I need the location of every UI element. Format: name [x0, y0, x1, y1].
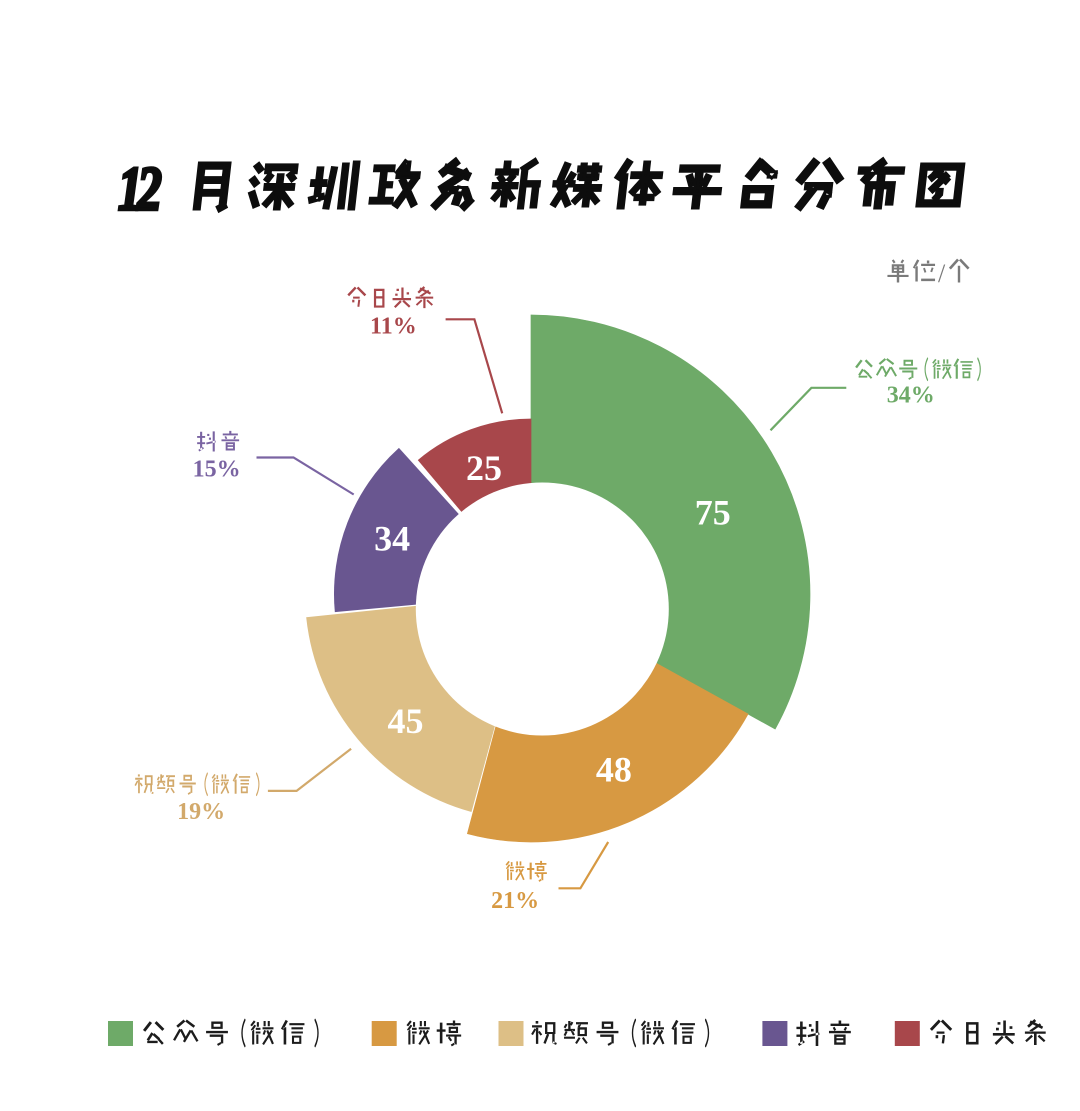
- svg-text:21%: 21%: [491, 888, 539, 914]
- svg-text:19%: 19%: [177, 799, 225, 825]
- svg-text:12: 12: [118, 155, 161, 224]
- svg-text:11%: 11%: [370, 313, 417, 339]
- svg-text:25: 25: [466, 448, 502, 488]
- svg-text:/: /: [938, 259, 946, 288]
- svg-text:45: 45: [388, 701, 424, 741]
- svg-text:34: 34: [374, 518, 410, 558]
- svg-text:48: 48: [596, 750, 632, 790]
- svg-text:75: 75: [695, 492, 731, 532]
- svg-text:34%: 34%: [887, 383, 935, 409]
- svg-text:15%: 15%: [193, 457, 241, 483]
